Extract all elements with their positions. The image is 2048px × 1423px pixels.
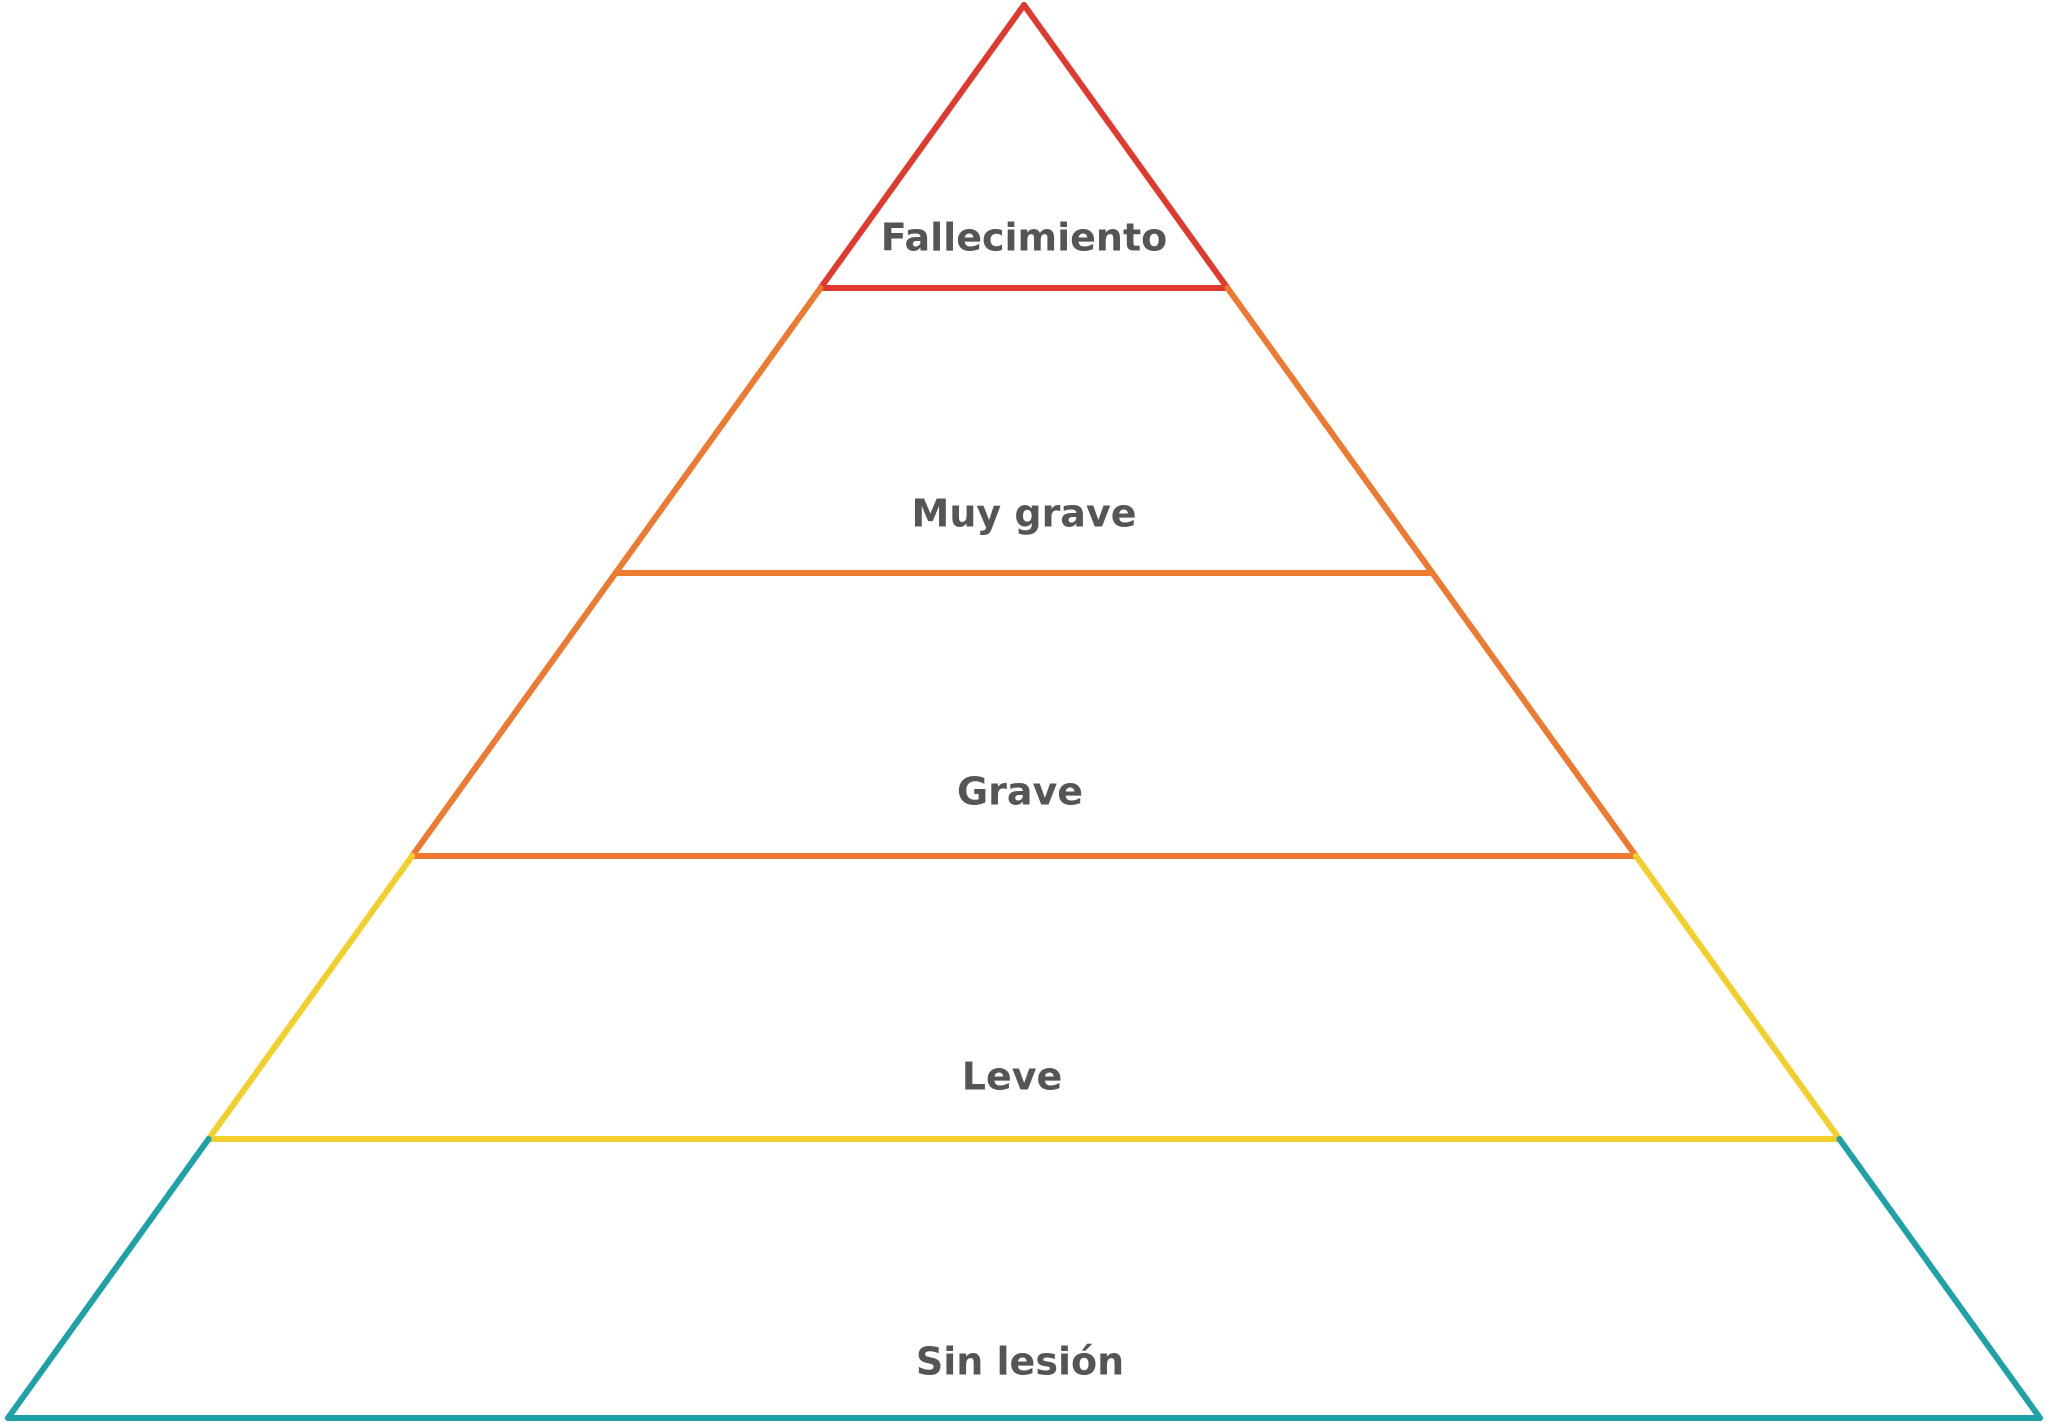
right-edge-fallecimiento (1021, 2, 1231, 291)
right-edge-grave (1429, 570, 1639, 859)
left-edge-muy-grave (612, 285, 824, 576)
level-label-grave: Grave (957, 770, 1083, 814)
pyramid-edges (5, 2, 2043, 1421)
right-edge-muy-grave (1224, 285, 1436, 576)
left-edge-leve (205, 853, 416, 1142)
left-edge-fallecimiento (817, 2, 1027, 291)
right-edge-sin-lesion (1836, 1136, 2043, 1421)
level-label-muy-grave: Muy grave (912, 492, 1137, 536)
left-edge-grave (409, 570, 619, 859)
level-label-fallecimiento: Fallecimiento (881, 216, 1167, 260)
level-label-leve: Leve (962, 1055, 1063, 1099)
level-label-sin-lesion: Sin lesión (916, 1340, 1124, 1384)
left-edge-sin-lesion (5, 1136, 212, 1421)
right-edge-leve (1632, 853, 1843, 1142)
